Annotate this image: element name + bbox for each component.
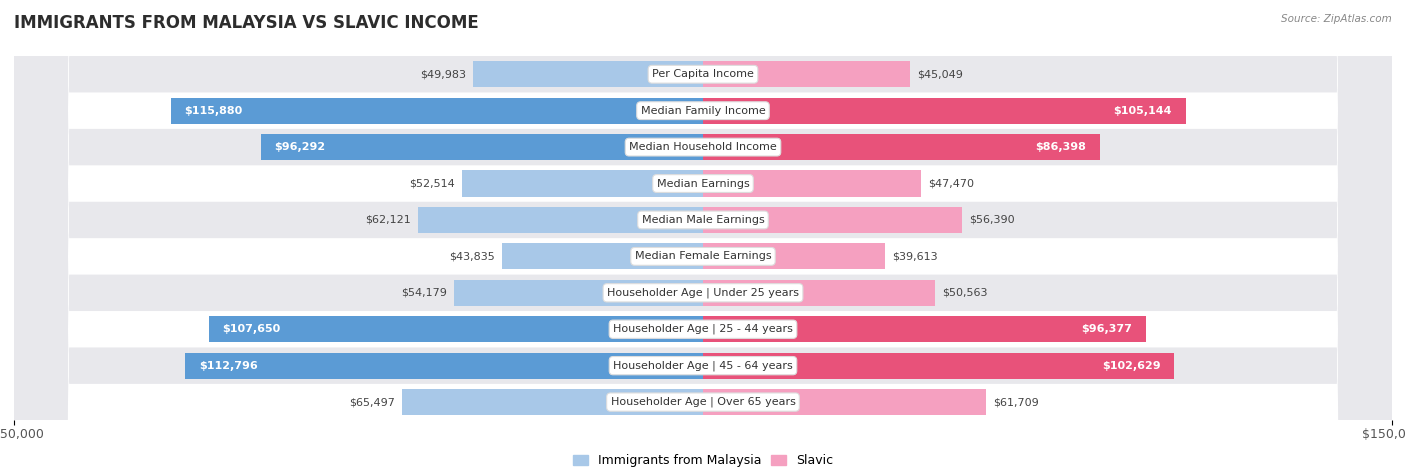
Text: $45,049: $45,049 xyxy=(917,69,963,79)
Bar xyxy=(186,353,703,379)
Text: $96,377: $96,377 xyxy=(1081,324,1132,334)
Text: $54,179: $54,179 xyxy=(401,288,447,298)
Text: Source: ZipAtlas.com: Source: ZipAtlas.com xyxy=(1281,14,1392,24)
FancyBboxPatch shape xyxy=(14,0,1392,467)
Bar xyxy=(208,316,703,342)
Text: Householder Age | 45 - 64 years: Householder Age | 45 - 64 years xyxy=(613,361,793,371)
Bar xyxy=(703,280,935,306)
Text: Householder Age | Over 65 years: Householder Age | Over 65 years xyxy=(610,397,796,407)
Text: Householder Age | 25 - 44 years: Householder Age | 25 - 44 years xyxy=(613,324,793,334)
Text: $52,514: $52,514 xyxy=(409,178,456,189)
Text: $61,709: $61,709 xyxy=(993,397,1039,407)
Text: $115,880: $115,880 xyxy=(184,106,243,116)
Bar xyxy=(502,243,703,269)
Text: $102,629: $102,629 xyxy=(1102,361,1160,371)
Text: $112,796: $112,796 xyxy=(198,361,257,371)
Text: Median Male Earnings: Median Male Earnings xyxy=(641,215,765,225)
Text: IMMIGRANTS FROM MALAYSIA VS SLAVIC INCOME: IMMIGRANTS FROM MALAYSIA VS SLAVIC INCOM… xyxy=(14,14,479,32)
Text: $107,650: $107,650 xyxy=(222,324,281,334)
Legend: Immigrants from Malaysia, Slavic: Immigrants from Malaysia, Slavic xyxy=(568,449,838,467)
Bar xyxy=(454,280,703,306)
Text: $47,470: $47,470 xyxy=(928,178,974,189)
Bar xyxy=(474,61,703,87)
Text: Per Capita Income: Per Capita Income xyxy=(652,69,754,79)
FancyBboxPatch shape xyxy=(14,0,1392,467)
Bar xyxy=(170,98,703,124)
Bar xyxy=(703,207,962,233)
Text: $56,390: $56,390 xyxy=(969,215,1015,225)
Text: $65,497: $65,497 xyxy=(350,397,395,407)
Bar xyxy=(703,353,1174,379)
Text: Median Earnings: Median Earnings xyxy=(657,178,749,189)
Text: $43,835: $43,835 xyxy=(449,251,495,262)
FancyBboxPatch shape xyxy=(14,0,1392,467)
Bar xyxy=(703,134,1099,160)
Bar xyxy=(402,389,703,415)
Bar xyxy=(703,316,1146,342)
Bar xyxy=(703,243,884,269)
Bar xyxy=(703,98,1185,124)
Bar xyxy=(260,134,703,160)
Text: Median Household Income: Median Household Income xyxy=(628,142,778,152)
Text: $49,983: $49,983 xyxy=(420,69,467,79)
Text: Median Female Earnings: Median Female Earnings xyxy=(634,251,772,262)
Bar xyxy=(703,61,910,87)
Text: $105,144: $105,144 xyxy=(1114,106,1173,116)
Text: $39,613: $39,613 xyxy=(891,251,938,262)
Bar xyxy=(418,207,703,233)
Text: $96,292: $96,292 xyxy=(274,142,326,152)
Bar xyxy=(703,170,921,197)
FancyBboxPatch shape xyxy=(14,0,1392,467)
Text: Median Family Income: Median Family Income xyxy=(641,106,765,116)
Text: Householder Age | Under 25 years: Householder Age | Under 25 years xyxy=(607,288,799,298)
Text: $62,121: $62,121 xyxy=(366,215,411,225)
Text: $86,398: $86,398 xyxy=(1035,142,1085,152)
Text: $50,563: $50,563 xyxy=(942,288,987,298)
FancyBboxPatch shape xyxy=(14,0,1392,467)
Bar xyxy=(461,170,703,197)
Bar xyxy=(703,389,987,415)
